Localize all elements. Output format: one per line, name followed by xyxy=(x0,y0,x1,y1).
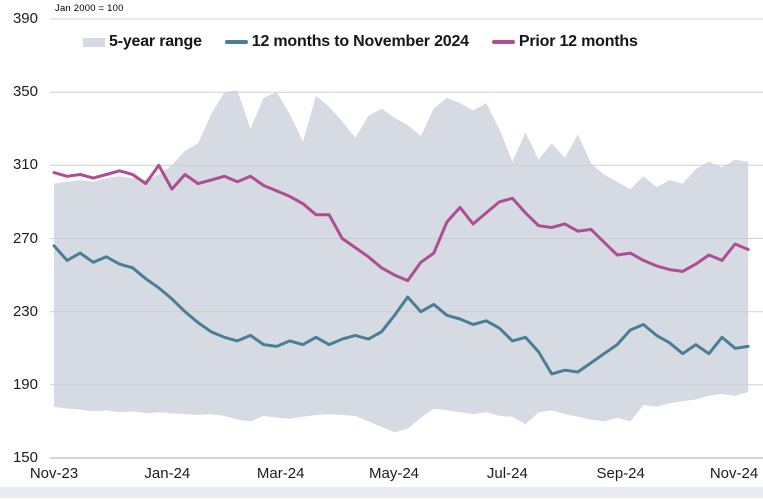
y-tick-label-270: 270 xyxy=(12,229,38,247)
y-tick-label-390: 390 xyxy=(12,10,38,27)
y-tick-label-150: 150 xyxy=(12,449,38,466)
legend-item-prior: Prior 12 months xyxy=(491,33,638,51)
current-12m-line xyxy=(52,244,750,376)
legend-item-range: 5-year range xyxy=(83,33,202,51)
prior-line-swatch xyxy=(491,40,515,44)
x-tick-label-Sep-24: Sep-24 xyxy=(596,465,645,482)
range-band-area xyxy=(54,90,749,433)
x-tick-label-Nov-23: Nov-23 xyxy=(29,465,79,482)
y-tick-label-350: 350 xyxy=(12,83,38,101)
x-tick-label-Jul-24: Jul-24 xyxy=(486,465,528,482)
y-tick-label-230: 230 xyxy=(12,302,38,320)
chart-legend: 5-year range 12 months to November 2024 … xyxy=(83,33,638,51)
legend-label-prior: Prior 12 months xyxy=(518,33,638,50)
current-line-swatch xyxy=(224,40,248,44)
legend-label-range: 5-year range xyxy=(109,33,202,50)
x-tick-label-Mar-24: Mar-24 xyxy=(256,465,305,482)
x-tick-label-Nov-24: Nov-24 xyxy=(709,465,759,482)
x-tick-label-Jan-24: Jan-24 xyxy=(144,465,191,482)
y-tick-label-190: 190 xyxy=(12,375,38,393)
legend-label-current: 12 months to November 2024 xyxy=(251,33,469,50)
range-band-swatch xyxy=(83,37,105,47)
prior-12m-line xyxy=(52,163,750,283)
y-tick-label-310: 310 xyxy=(12,156,38,174)
unit-note: Jan 2000 = 100 xyxy=(55,3,124,14)
footer-strip xyxy=(0,487,763,498)
legend-item-current: 12 months to November 2024 xyxy=(224,33,469,51)
x-tick-label-May-24: May-24 xyxy=(369,465,420,482)
